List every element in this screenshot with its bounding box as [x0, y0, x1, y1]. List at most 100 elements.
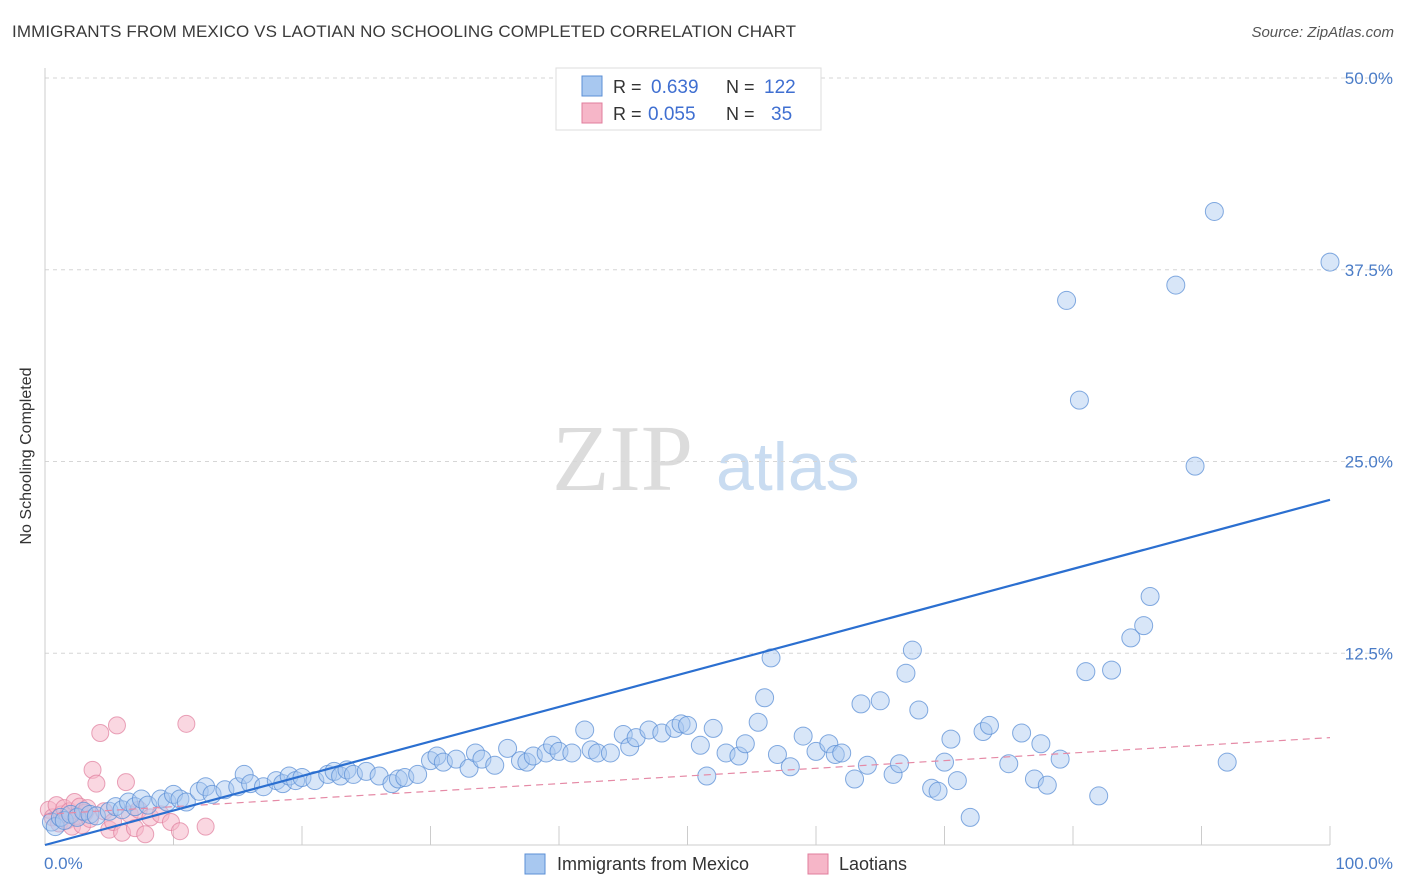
- bottom-legend-label-laotians: Laotians: [839, 854, 907, 874]
- mexico-point: [870, 691, 890, 711]
- y-tick-label: 12.5%: [1345, 644, 1393, 663]
- mexico-point: [1204, 201, 1224, 221]
- mexico-point: [703, 718, 723, 738]
- mexico-point: [845, 769, 865, 789]
- laotians-point: [170, 822, 189, 841]
- mexico-point: [678, 715, 697, 735]
- mexico-point: [1012, 723, 1032, 743]
- mexico-point: [1166, 275, 1186, 295]
- mexico-point: [979, 715, 999, 735]
- mexico-point: [935, 752, 954, 772]
- mexico-point: [620, 737, 640, 757]
- legend-n-value-1: 122: [764, 77, 796, 98]
- series-immigrants-from-mexico: [41, 201, 1340, 837]
- mexico-point: [793, 726, 813, 746]
- mexico-point: [86, 806, 106, 826]
- mexico-point: [909, 700, 929, 720]
- mexico-point: [819, 734, 839, 754]
- mexico-point: [1140, 586, 1160, 606]
- mexico-point: [755, 688, 775, 708]
- chart-source: Source: ZipAtlas.com: [1251, 24, 1394, 41]
- chart-title: IMMIGRANTS FROM MEXICO VS LAOTIAN NO SCH…: [12, 22, 797, 41]
- x-tick-label: 100.0%: [1335, 854, 1393, 873]
- grid: [45, 77, 1392, 654]
- mexico-trend-line: [44, 498, 1331, 847]
- mexico-point: [50, 807, 70, 827]
- mexico-point: [960, 807, 980, 827]
- mexico-point: [395, 768, 415, 788]
- laotians-point: [87, 774, 106, 793]
- mexico-point: [883, 764, 903, 784]
- mexico-point: [388, 769, 408, 789]
- mexico-point: [485, 755, 505, 775]
- mexico-point: [1217, 752, 1237, 772]
- legend: R = 0.639 N = 122 R = 0.055 N = 35: [555, 67, 822, 131]
- mexico-point: [780, 757, 800, 777]
- mexico-point: [472, 749, 492, 769]
- mexico-point: [1134, 616, 1154, 636]
- mexico-point: [896, 663, 916, 683]
- mexico-point: [1185, 456, 1205, 476]
- mexico-point: [1089, 786, 1109, 806]
- mexico-point: [562, 743, 582, 763]
- mexico-point: [1121, 628, 1141, 648]
- mexico-point: [716, 743, 736, 763]
- bottom-legend-label-mexico: Immigrants from Mexico: [557, 854, 749, 874]
- legend-r-value-2: 0.055: [648, 104, 696, 125]
- mexico-point: [234, 764, 254, 784]
- axes: [44, 68, 1331, 846]
- mexico-point: [902, 640, 922, 660]
- mexico-point: [748, 712, 768, 732]
- bottom-legend: Immigrants from Mexico Laotians: [524, 853, 907, 875]
- mexico-point: [825, 744, 845, 764]
- watermark-zip: ZIP: [552, 407, 693, 511]
- mexico-point: [671, 714, 691, 734]
- mexico-point: [1320, 252, 1340, 272]
- mexico-point: [1069, 390, 1089, 410]
- mexico-point: [941, 729, 961, 749]
- mexico-point: [408, 764, 428, 784]
- legend-n-label-2: N =: [726, 104, 755, 124]
- y-tick-label: 37.5%: [1345, 261, 1393, 280]
- mexico-point: [1031, 734, 1051, 754]
- mexico-point: [832, 743, 852, 763]
- laotians-point: [177, 714, 196, 733]
- mexico-point: [523, 746, 543, 766]
- mexico-point: [1076, 662, 1096, 682]
- mexico-point: [999, 754, 1019, 774]
- mexico-point: [928, 781, 948, 801]
- mexico-point: [729, 746, 749, 766]
- mexico-point: [767, 744, 787, 764]
- legend-r-label-2: R =: [613, 104, 642, 124]
- bottom-legend-swatch-mexico: [524, 853, 546, 875]
- mexico-point: [1057, 290, 1077, 310]
- mexico-point: [613, 725, 633, 745]
- mexico-point: [639, 720, 659, 740]
- mexico-point: [498, 738, 518, 758]
- y-tick-label: 25.0%: [1345, 453, 1393, 472]
- laotians-point: [196, 817, 215, 836]
- watermark-atlas: atlas: [716, 429, 860, 505]
- y-tick-label: 50.0%: [1345, 69, 1393, 88]
- mexico-point: [343, 764, 363, 784]
- mexico-point: [215, 780, 235, 800]
- mexico-point: [600, 743, 620, 763]
- series-laotians: [39, 714, 215, 844]
- laotians-point: [136, 825, 155, 844]
- mexico-point: [851, 694, 871, 714]
- mexico-point: [510, 751, 530, 771]
- mexico-point: [1102, 660, 1122, 680]
- mexico-point: [1024, 769, 1044, 789]
- x-tick-label: 0.0%: [44, 854, 83, 873]
- laotians-point: [116, 773, 135, 792]
- legend-swatch-mexico: [581, 75, 603, 97]
- mexico-point: [575, 720, 595, 740]
- mexico-point: [356, 761, 376, 781]
- mexico-point: [652, 723, 672, 743]
- mexico-point: [697, 766, 717, 786]
- laotians-point: [107, 716, 126, 735]
- laotians-trend-line: [44, 737, 1331, 815]
- mexico-point: [80, 804, 100, 824]
- mexico-point: [433, 752, 453, 772]
